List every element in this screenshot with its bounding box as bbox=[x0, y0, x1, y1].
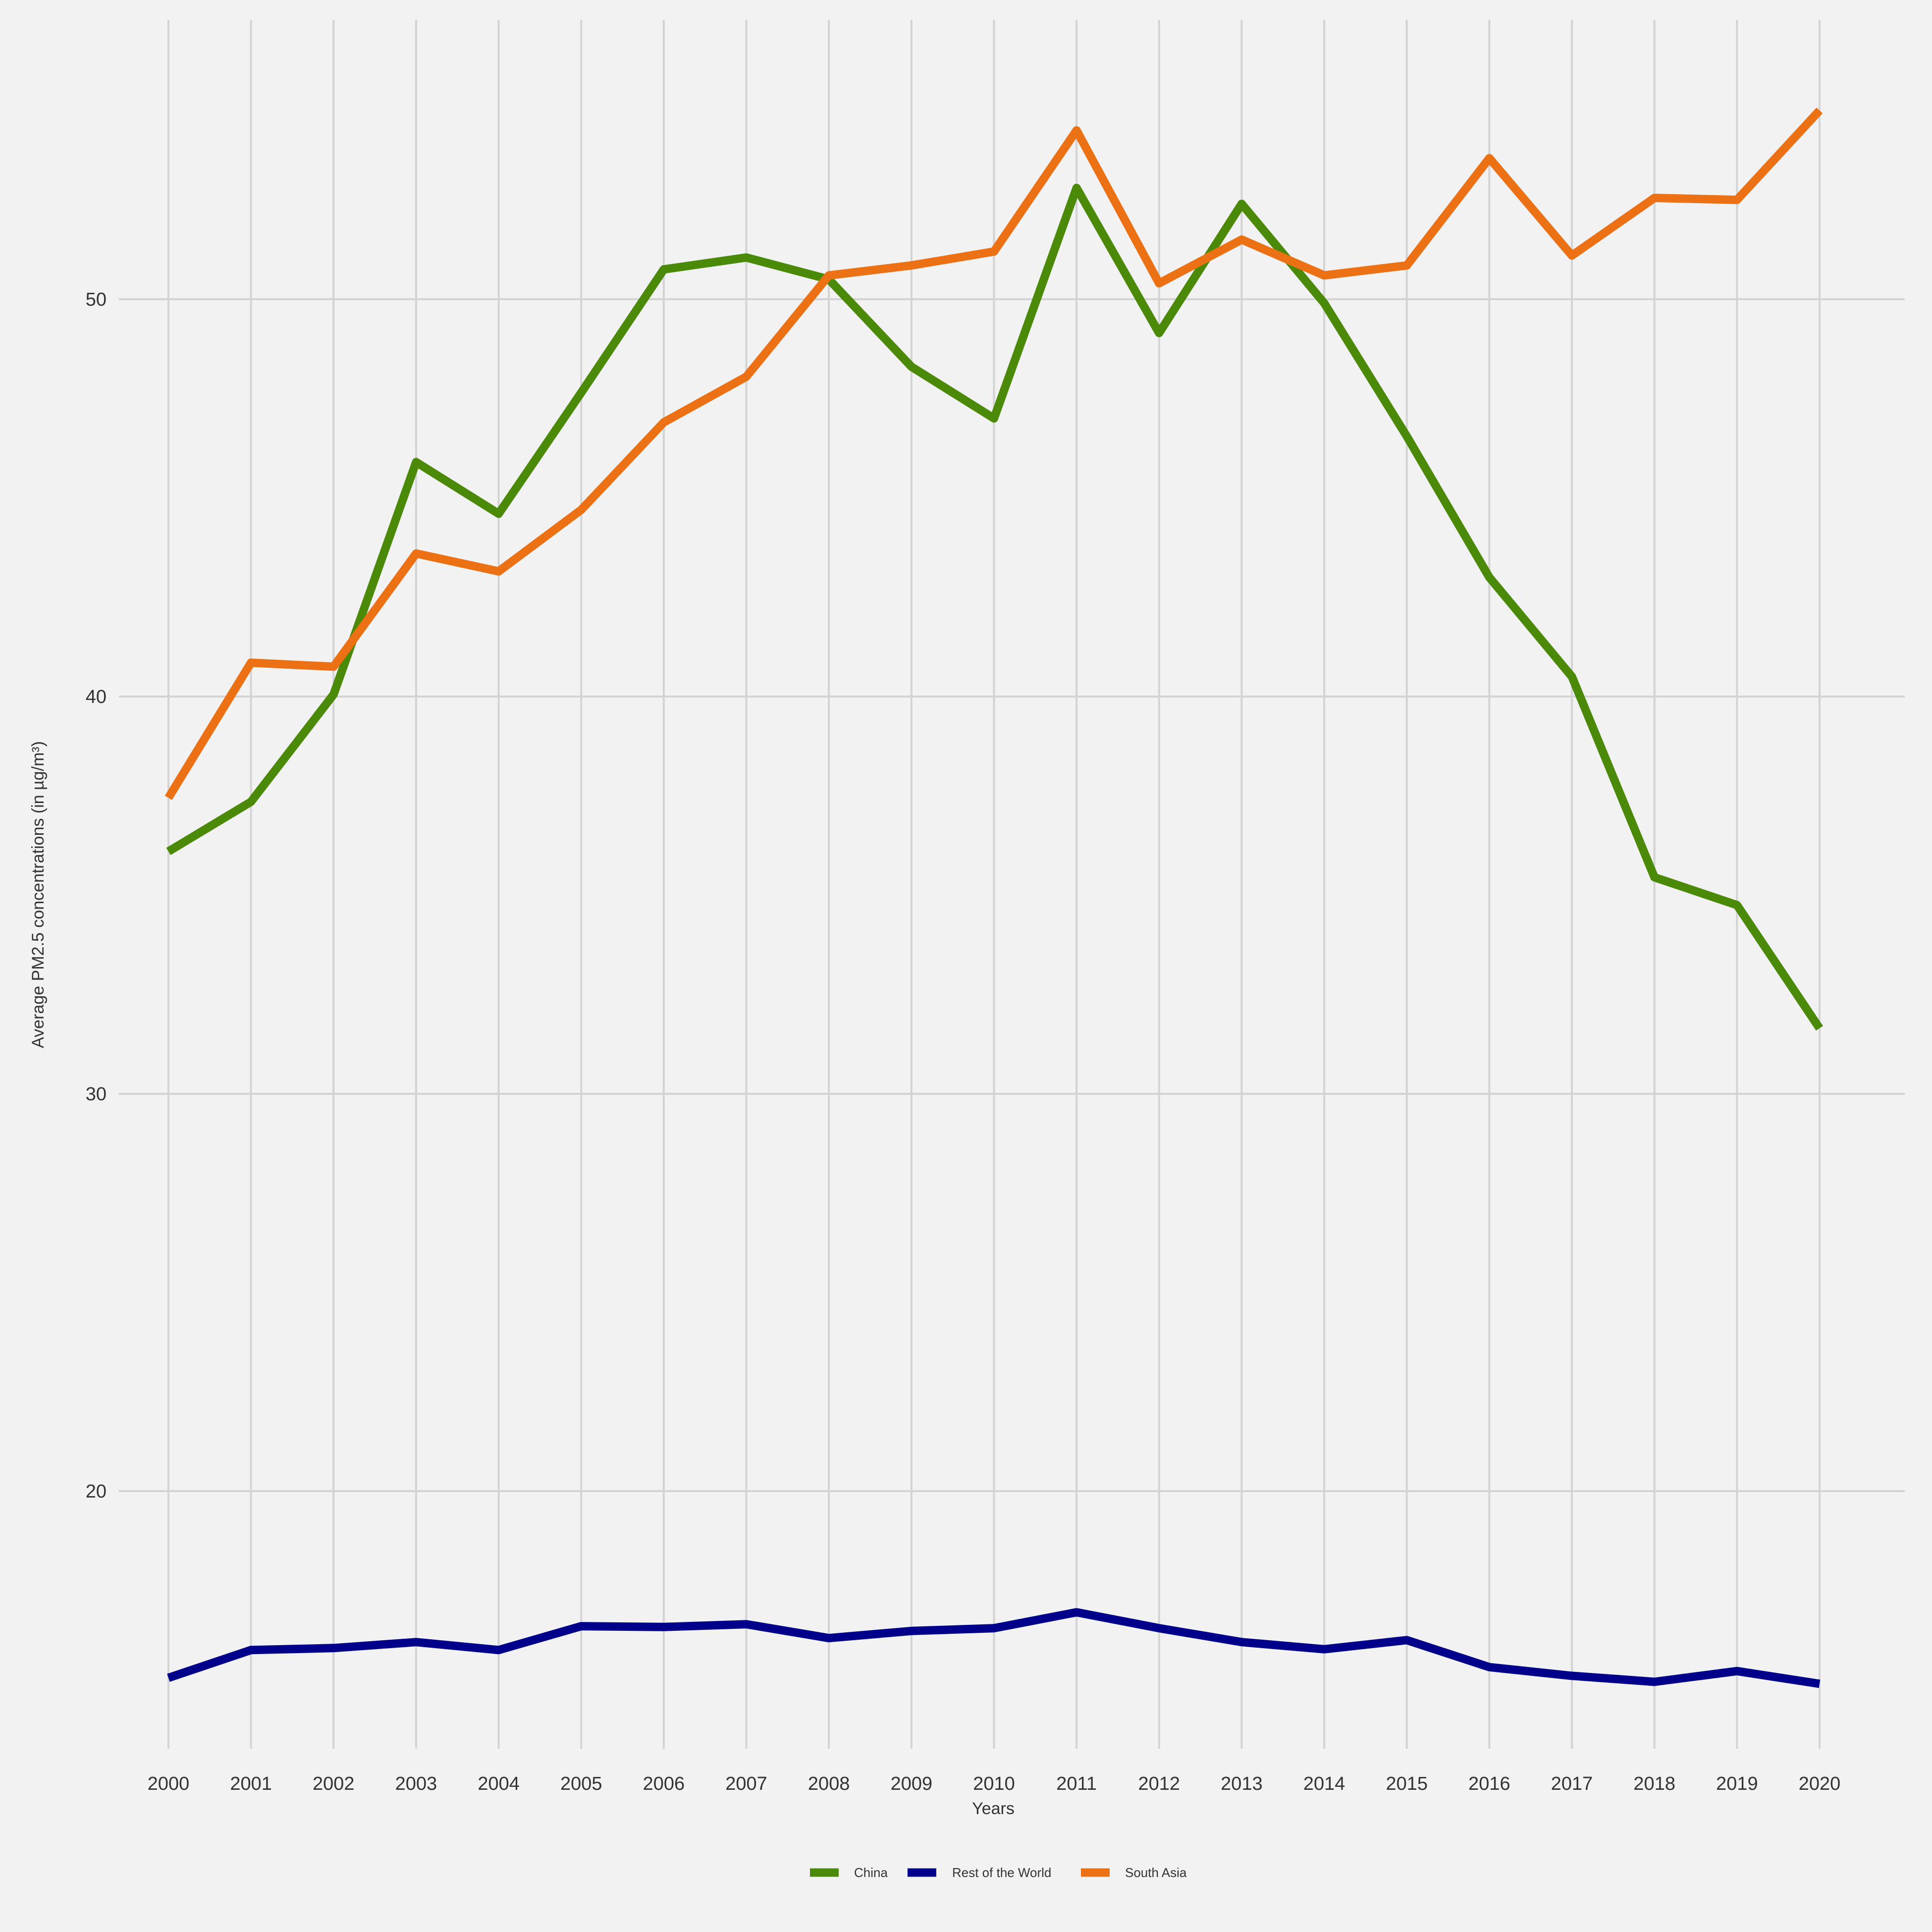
legend-item: South Asia bbox=[1081, 1865, 1187, 1880]
x-axis-title: Years bbox=[972, 1799, 1015, 1818]
grid-lines bbox=[119, 20, 1905, 1749]
series-line-rest-of-the-world bbox=[167, 1608, 1821, 1688]
x-tick-label: 2020 bbox=[1799, 1773, 1841, 1794]
series-line-china bbox=[166, 183, 1824, 1031]
x-tick-label: 2013 bbox=[1221, 1773, 1263, 1794]
x-tick-label: 2001 bbox=[230, 1773, 272, 1794]
legend-label: South Asia bbox=[1125, 1865, 1187, 1880]
x-tick-label: 2009 bbox=[891, 1773, 933, 1794]
x-tick-label: 2000 bbox=[148, 1773, 190, 1794]
x-tick-label: 2002 bbox=[313, 1773, 355, 1794]
y-tick-label: 50 bbox=[86, 289, 107, 310]
x-tick-label: 2015 bbox=[1386, 1773, 1428, 1794]
x-tick-label: 2007 bbox=[725, 1773, 767, 1794]
legend-label: Rest of the World bbox=[952, 1865, 1051, 1880]
x-tick-label: 2018 bbox=[1633, 1773, 1675, 1794]
legend-item: China bbox=[810, 1865, 888, 1880]
x-tick-label: 2010 bbox=[973, 1773, 1015, 1794]
legend-label: China bbox=[854, 1865, 888, 1880]
legend: China Rest of the World South Asia bbox=[810, 1865, 1187, 1880]
x-tick-label: 2017 bbox=[1551, 1773, 1593, 1794]
x-tick-label: 2003 bbox=[395, 1773, 437, 1794]
y-tick-label: 20 bbox=[86, 1481, 107, 1502]
legend-item: Rest of the World bbox=[908, 1865, 1051, 1880]
x-axis-tick-labels: 2000 2001 2002 2003 2004 2005 2006 2007 2008 2009… bbox=[148, 1773, 1841, 1794]
x-tick-label: 2019 bbox=[1716, 1773, 1758, 1794]
series-line-south-asia bbox=[164, 107, 1823, 800]
x-tick-label: 2006 bbox=[643, 1773, 685, 1794]
x-tick-label: 2016 bbox=[1468, 1773, 1510, 1794]
x-tick-label: 2005 bbox=[560, 1773, 602, 1794]
x-tick-label: 2008 bbox=[808, 1773, 850, 1794]
x-tick-label: 2011 bbox=[1056, 1773, 1097, 1794]
y-axis-tick-labels: 20 30 40 50 bbox=[86, 289, 107, 1502]
x-tick-label: 2004 bbox=[478, 1773, 520, 1794]
series-lines bbox=[164, 107, 1824, 1688]
y-tick-label: 40 bbox=[86, 687, 107, 707]
x-tick-label: 2014 bbox=[1303, 1773, 1345, 1794]
x-tick-label: 2012 bbox=[1138, 1773, 1181, 1794]
y-tick-label: 30 bbox=[86, 1084, 107, 1105]
y-axis-title: Average PM2.5 concentrations (in µg/m³) bbox=[29, 741, 48, 1048]
